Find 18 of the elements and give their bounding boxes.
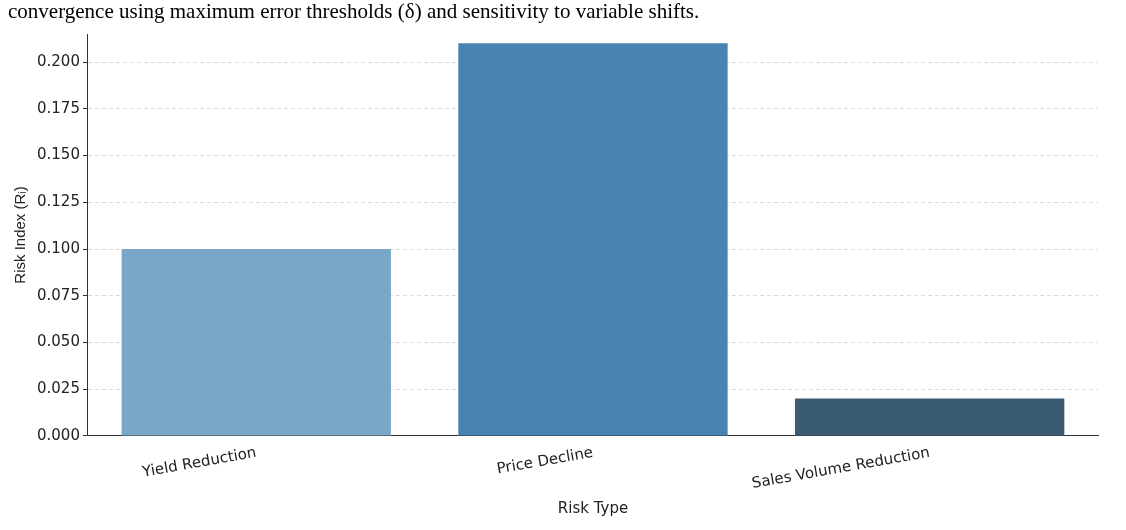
y-tick-label: 0.025 xyxy=(36,379,80,398)
y-tick-label: 0.075 xyxy=(36,285,80,304)
bar xyxy=(794,398,1065,436)
x-tick-label: Sales Volume Reduction xyxy=(750,442,932,492)
text: convergence using maximum error thresholds (δ) and sensitivity to variable shifts. xyxy=(8,0,701,23)
y-axis-title: Risk Index (Rᵢ) xyxy=(11,186,29,284)
bar xyxy=(458,43,728,436)
y-tick-label: 0.200 xyxy=(36,51,80,70)
x-tick-label: Yield Reduction xyxy=(139,442,258,481)
bar xyxy=(121,249,391,436)
y-tick-label: 0.175 xyxy=(36,98,80,117)
x-axis-title: Risk Type xyxy=(557,498,629,517)
x-tick-label: Price Decline xyxy=(495,442,595,478)
y-tick-label: 0.000 xyxy=(36,425,80,444)
y-tick-label: 0.150 xyxy=(36,145,80,164)
y-tick-label: 0.125 xyxy=(36,192,80,211)
y-tick-label: 0.050 xyxy=(36,332,80,351)
y-tick-label: 0.100 xyxy=(36,238,80,257)
